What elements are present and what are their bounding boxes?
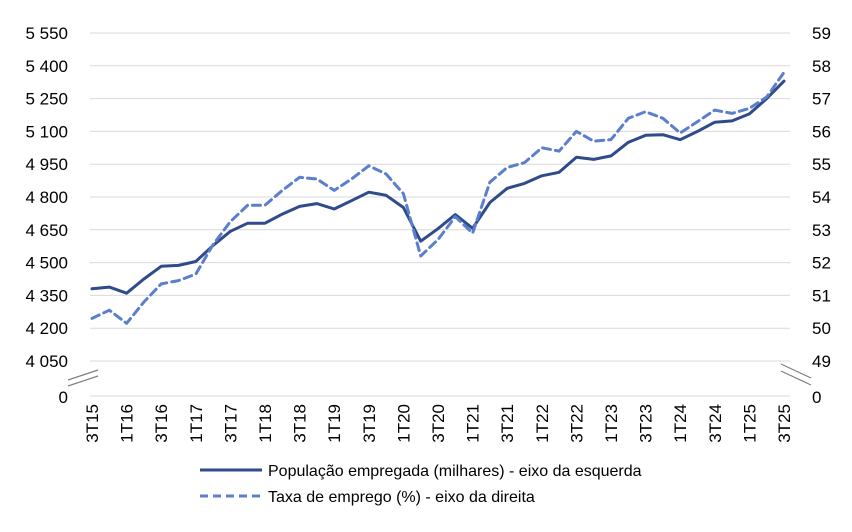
y-left-tick-label: 4 350 xyxy=(25,286,68,305)
y-right-tick-label: 59 xyxy=(812,24,831,43)
legend-label-taxa: Taxa de emprego (%) - eixo da direita xyxy=(268,489,535,506)
y-left-zero-label: 0 xyxy=(59,388,68,407)
x-tick-label: 3T25 xyxy=(775,404,794,443)
x-tick-label: 3T16 xyxy=(152,404,171,443)
legend-label-populacao: População empregada (milhares) - eixo da… xyxy=(268,463,642,480)
x-tick-label: 1T19 xyxy=(325,404,344,443)
x-tick-label: 3T21 xyxy=(498,404,517,443)
x-tick-label: 1T21 xyxy=(464,404,483,443)
left-axis: 5 550 5 400 5 250 5 100 4 950 4 800 4 650 4 500… xyxy=(25,24,68,407)
axis-break-right xyxy=(780,370,812,386)
x-tick-label: 3T15 xyxy=(83,404,102,443)
y-right-tick-label: 52 xyxy=(812,254,831,273)
x-tick-label: 3T19 xyxy=(360,404,379,443)
series-line-populacao-empregada xyxy=(90,79,786,295)
legend-item-taxa: Taxa de emprego (%) - eixo da direita xyxy=(200,489,535,506)
y-left-tick-label: 5 400 xyxy=(25,57,68,76)
y-right-tick-label: 50 xyxy=(812,319,831,338)
y-left-tick-label: 4 800 xyxy=(25,188,68,207)
y-left-tick-label: 4 050 xyxy=(25,352,68,371)
x-tick-label: 1T23 xyxy=(602,404,621,443)
x-tick-label: 3T17 xyxy=(221,404,240,443)
series-line-taxa-emprego xyxy=(90,70,786,325)
axis-break-left xyxy=(67,369,99,381)
y-right-tick-label: 54 xyxy=(812,188,831,207)
axis-break-marks xyxy=(67,363,812,387)
x-tick-label: 1T16 xyxy=(118,404,137,443)
y-right-tick-label: 55 xyxy=(812,155,831,174)
x-tick-label: 3T20 xyxy=(429,404,448,443)
legend: População empregada (milhares) - eixo da… xyxy=(200,463,642,506)
y-left-tick-label: 4 500 xyxy=(25,254,68,273)
x-tick-label: 3T24 xyxy=(706,404,725,443)
y-left-tick-label: 4 950 xyxy=(25,155,68,174)
x-tick-label: 1T25 xyxy=(740,404,759,443)
y-right-tick-label: 56 xyxy=(812,122,831,141)
y-right-tick-label: 49 xyxy=(812,352,831,371)
x-tick-label: 1T24 xyxy=(671,404,690,443)
y-left-tick-label: 4 650 xyxy=(25,221,68,240)
x-tick-label: 3T22 xyxy=(567,404,586,443)
y-right-tick-label: 51 xyxy=(812,286,831,305)
x-tick-label: 1T20 xyxy=(394,404,413,443)
legend-item-emprego: População empregada (milhares) - eixo da… xyxy=(200,463,642,480)
y-right-tick-label: 58 xyxy=(812,57,831,76)
axis-break-right xyxy=(780,363,812,379)
plot-lines xyxy=(90,70,786,325)
axis-break-left xyxy=(67,375,99,387)
y-left-tick-label: 5 100 xyxy=(25,122,68,141)
y-right-tick-label: 57 xyxy=(812,90,831,109)
x-tick-label: 3T18 xyxy=(291,404,310,443)
y-left-tick-label: 4 200 xyxy=(25,319,68,338)
right-axis: 59 58 57 56 55 54 53 52 51 50 49 0 xyxy=(812,24,831,407)
x-axis: 3T15 1T16 3T16 1T17 3T17 1T18 3T18 1T19 3T19 1T20… xyxy=(83,404,794,443)
x-tick-label: 1T22 xyxy=(533,404,552,443)
gridlines xyxy=(90,32,790,397)
y-left-tick-label: 5 250 xyxy=(25,90,68,109)
y-left-tick-label: 5 550 xyxy=(25,24,68,43)
x-tick-label: 1T18 xyxy=(256,404,275,443)
x-tick-label: 1T17 xyxy=(187,404,206,443)
y-right-tick-label: 53 xyxy=(812,221,831,240)
x-tick-label: 3T23 xyxy=(637,404,656,443)
y-right-zero-label: 0 xyxy=(812,388,821,407)
